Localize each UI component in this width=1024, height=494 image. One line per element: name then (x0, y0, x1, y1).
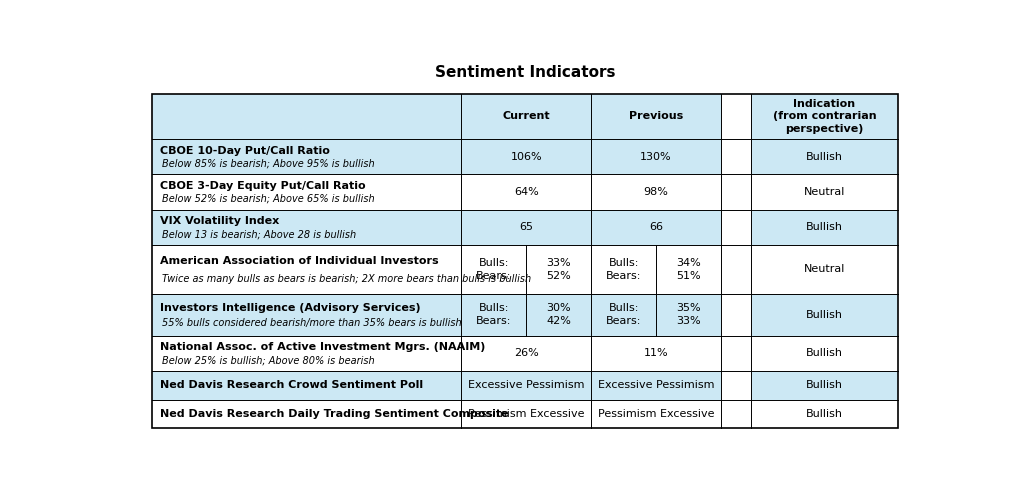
Bar (721, 371, 751, 400)
Bar (152, 400, 462, 428)
Bar (591, 336, 721, 371)
Text: Below 25% is bullish; Above 80% is bearish: Below 25% is bullish; Above 80% is beari… (162, 356, 375, 366)
Bar (751, 139, 898, 174)
Text: 34%
51%: 34% 51% (676, 258, 700, 281)
Text: 106%: 106% (511, 152, 542, 162)
Bar (721, 139, 751, 174)
Text: 98%: 98% (644, 187, 669, 197)
Bar (152, 174, 462, 209)
Text: Pessimism Excessive: Pessimism Excessive (468, 409, 585, 419)
Text: Excessive Pessimism: Excessive Pessimism (468, 380, 585, 390)
Bar (591, 209, 721, 245)
Text: American Association of Individual Investors: American Association of Individual Inves… (160, 256, 438, 266)
Text: 33%
52%: 33% 52% (547, 258, 571, 281)
Text: Bullish: Bullish (806, 348, 843, 358)
Text: Sentiment Indicators: Sentiment Indicators (434, 65, 615, 80)
Text: 26%: 26% (514, 348, 539, 358)
Text: Twice as many bulls as bears is bearish; 2X more bears than bulls is bullish: Twice as many bulls as bears is bearish;… (162, 274, 531, 284)
Bar (721, 209, 751, 245)
Bar (462, 93, 591, 139)
Text: Current: Current (503, 111, 550, 121)
Text: Bulls:
Bears:: Bulls: Bears: (606, 303, 641, 327)
Text: National Assoc. of Active Investment Mgrs. (NAAIM): National Assoc. of Active Investment Mgr… (160, 342, 485, 352)
Bar (751, 245, 898, 293)
Text: CBOE 10-Day Put/Call Ratio: CBOE 10-Day Put/Call Ratio (160, 146, 330, 156)
Bar (152, 93, 898, 428)
Bar (462, 293, 591, 336)
Bar (152, 209, 462, 245)
Bar (591, 174, 721, 209)
Text: Neutral: Neutral (804, 264, 845, 274)
Bar (152, 93, 462, 139)
Bar (721, 400, 751, 428)
Bar (591, 293, 721, 336)
Bar (462, 245, 591, 293)
Bar (462, 371, 591, 400)
Text: Neutral: Neutral (804, 187, 845, 197)
Bar (721, 336, 751, 371)
Bar (751, 174, 898, 209)
Bar (591, 139, 721, 174)
Text: 66: 66 (649, 222, 664, 232)
Bar (462, 139, 591, 174)
Text: Investors Intelligence (Advisory Services): Investors Intelligence (Advisory Service… (160, 302, 421, 313)
Bar (152, 371, 462, 400)
Text: Bullish: Bullish (806, 310, 843, 320)
Bar (462, 336, 591, 371)
Bar (721, 93, 751, 139)
Text: 30%
42%: 30% 42% (547, 303, 571, 327)
Text: Below 52% is bearish; Above 65% is bullish: Below 52% is bearish; Above 65% is bulli… (162, 194, 375, 204)
Text: 64%: 64% (514, 187, 539, 197)
Text: Previous: Previous (629, 111, 683, 121)
Bar (591, 400, 721, 428)
Text: 55% bulls considered bearish/more than 35% bears is bullish: 55% bulls considered bearish/more than 3… (162, 318, 462, 328)
Text: Bulls:
Bears:: Bulls: Bears: (606, 258, 641, 281)
Bar (751, 93, 898, 139)
Text: CBOE 3-Day Equity Put/Call Ratio: CBOE 3-Day Equity Put/Call Ratio (160, 181, 366, 191)
Bar (462, 400, 591, 428)
Text: Bulls:
Bears:: Bulls: Bears: (476, 258, 512, 281)
Bar (152, 139, 462, 174)
Text: Ned Davis Research Crowd Sentiment Poll: Ned Davis Research Crowd Sentiment Poll (160, 380, 423, 390)
Bar (751, 400, 898, 428)
Bar (751, 293, 898, 336)
Bar (751, 209, 898, 245)
Bar (721, 245, 751, 293)
Bar (152, 293, 462, 336)
Text: VIX Volatility Index: VIX Volatility Index (160, 216, 279, 226)
Text: Pessimism Excessive: Pessimism Excessive (598, 409, 715, 419)
Bar (462, 174, 591, 209)
Text: Below 85% is bearish; Above 95% is bullish: Below 85% is bearish; Above 95% is bulli… (162, 159, 375, 168)
Text: 11%: 11% (644, 348, 669, 358)
Bar (751, 336, 898, 371)
Text: Below 13 is bearish; Above 28 is bullish: Below 13 is bearish; Above 28 is bullish (162, 229, 356, 239)
Bar (591, 371, 721, 400)
Bar (591, 245, 721, 293)
Bar (462, 209, 591, 245)
Text: Indication
(from contrarian
perspective): Indication (from contrarian perspective) (772, 99, 877, 133)
Text: Bullish: Bullish (806, 222, 843, 232)
Text: Bulls:
Bears:: Bulls: Bears: (476, 303, 512, 327)
Text: Ned Davis Research Daily Trading Sentiment Composite: Ned Davis Research Daily Trading Sentime… (160, 409, 508, 419)
Bar (152, 245, 462, 293)
Bar (751, 371, 898, 400)
Bar (721, 293, 751, 336)
Bar (152, 336, 462, 371)
Text: 65: 65 (519, 222, 534, 232)
Text: 130%: 130% (640, 152, 672, 162)
Text: Bullish: Bullish (806, 380, 843, 390)
Bar (591, 93, 721, 139)
Bar (721, 174, 751, 209)
Text: 35%
33%: 35% 33% (676, 303, 700, 327)
Text: Excessive Pessimism: Excessive Pessimism (598, 380, 715, 390)
Text: Bullish: Bullish (806, 152, 843, 162)
Text: Bullish: Bullish (806, 409, 843, 419)
